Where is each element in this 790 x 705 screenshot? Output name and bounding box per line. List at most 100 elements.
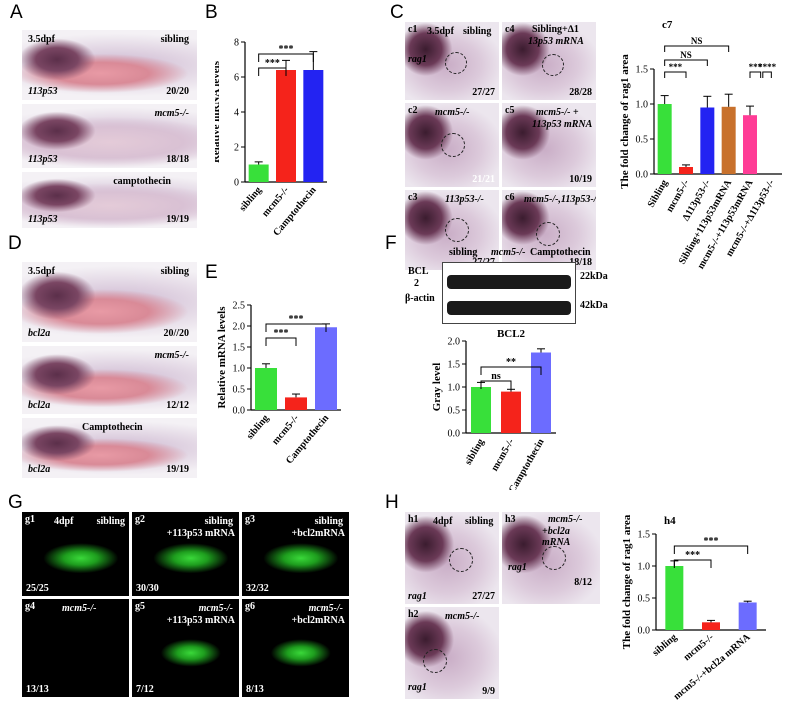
- y-axis-label: The fold change of rag1 area: [621, 514, 633, 649]
- blot-row-label: BCL: [408, 266, 429, 277]
- y-tick-label: 1.5: [233, 343, 246, 354]
- condition-label: mcm5-/-: [154, 108, 189, 119]
- condition-label: mcm5-/-: [62, 603, 97, 614]
- photo-c1: c1 3.5dpf sibling rag1 27/27: [405, 22, 499, 100]
- subpanel-label: h1: [408, 514, 419, 525]
- y-tick-label: 1.5: [636, 65, 649, 76]
- bar: [285, 397, 307, 410]
- count-label: 18/18: [166, 154, 189, 165]
- condition-label: 113p53-/-: [445, 194, 484, 205]
- stage-label: 4dpf: [433, 516, 453, 527]
- lane-label: mcm5-/-: [491, 247, 526, 258]
- condition-label: mcm5-/-: [198, 603, 233, 614]
- significance-label: NS: [680, 50, 692, 60]
- significance-bracket: [480, 366, 542, 375]
- thymus-circle: [445, 218, 469, 242]
- significance-label: ***: [279, 44, 294, 55]
- condition-label: mcm5-/- +: [536, 107, 579, 118]
- photo-a1: 3.5dpf sibling 113p53 20/20: [22, 30, 197, 100]
- y-tick-label: 0.0: [638, 626, 651, 637]
- panel-label-a: A: [10, 2, 23, 23]
- y-tick-label: 4: [234, 108, 239, 119]
- significance-label: ***: [289, 314, 304, 325]
- count-label: 7/12: [136, 684, 154, 695]
- bar: [531, 352, 551, 433]
- photo-d1: 3.5dpf sibling bcl2a 20//20: [22, 262, 197, 342]
- photo-c5: c5 mcm5-/- + 113p53 mRNA 10/19: [502, 103, 596, 187]
- significance-label: ns: [491, 371, 501, 382]
- condition-label-2: 13p53 mRNA: [528, 36, 584, 47]
- photo-h2: h2 mcm5-/- rag1 9/9: [405, 607, 499, 699]
- bcl2-band: [447, 275, 571, 289]
- y-tick-label: 0: [234, 178, 239, 189]
- photo-d3: Camptothecin bcl2a 19/19: [22, 418, 197, 478]
- y-tick-label: 0.5: [233, 385, 246, 396]
- significance-bracket: [664, 45, 730, 52]
- subpanel-label: h3: [505, 514, 516, 525]
- y-axis-label: The fold change of rag1 area: [619, 54, 631, 189]
- count-label: 20//20: [163, 328, 189, 339]
- stage-label: 3.5dpf: [28, 34, 55, 45]
- blot-kda: 42kDa: [580, 300, 608, 311]
- condition-label-2: +bcl2mRNA: [291, 528, 345, 539]
- bar: [471, 387, 491, 433]
- x-tick-label: sibling: [245, 413, 272, 442]
- count-label: 32/32: [246, 583, 269, 594]
- condition-label: mcm5-/-: [308, 603, 343, 614]
- bar: [738, 602, 757, 630]
- thymus-circle: [536, 222, 560, 246]
- count-label: 18/18: [569, 257, 592, 268]
- thymus-circle: [423, 649, 447, 673]
- condition-label-2: +bcl2mRNA: [291, 615, 345, 626]
- bar: [501, 391, 521, 433]
- blot-row-label: β-actin: [405, 293, 435, 304]
- x-tick-label: sibling: [237, 185, 264, 214]
- condition-label: Sibling+∆1: [532, 24, 579, 35]
- count-label: 30/30: [136, 583, 159, 594]
- condition-label: sibling: [96, 516, 125, 527]
- photo-c6: c6 mcm5-/-,113p53-/- 18/18: [502, 190, 596, 270]
- subpanel-label: g5: [135, 601, 145, 612]
- count-label: 12/12: [166, 400, 189, 411]
- significance-bracket: [265, 337, 297, 346]
- y-tick-label: 2.5: [233, 301, 246, 312]
- subpanel-label: g4: [25, 601, 35, 612]
- y-tick-label: 0.5: [638, 594, 651, 605]
- gene-label: 113p53: [28, 86, 58, 97]
- y-tick-label: 1.5: [448, 360, 461, 371]
- condition-label: sibling: [160, 34, 189, 45]
- subpanel-label: c5: [505, 105, 515, 116]
- bar: [248, 164, 269, 182]
- chart-title: h4: [664, 515, 676, 527]
- panel-label-e: E: [205, 262, 218, 283]
- y-tick-label: 1.5: [638, 530, 651, 541]
- bar: [665, 566, 684, 630]
- chart-c7: 0.0 0.5 1.0 1.5 The fold change of rag1 area…: [619, 19, 782, 271]
- gene-label: rag1: [408, 54, 427, 65]
- condition-label: mcm5-/-,113p53-/-: [524, 194, 596, 205]
- y-tick-label: 0.0: [233, 406, 246, 417]
- stage-label: 3.5dpf: [427, 26, 454, 37]
- y-tick-label: 0.5: [636, 135, 649, 146]
- count-label: 8/12: [574, 577, 592, 588]
- count-label: 19/19: [166, 464, 189, 475]
- significance-label: ***: [749, 62, 763, 72]
- photo-h3: h3 mcm5-/- +bcl2a mRNA rag1 8/12: [502, 512, 600, 604]
- panel-label-c: C: [390, 2, 404, 23]
- count-label: 13/13: [26, 684, 49, 695]
- condition-label: sibling: [465, 516, 494, 527]
- condition-label: Camptothecin: [82, 422, 143, 433]
- significance-label: ****: [758, 62, 777, 72]
- significance-bracket: [664, 59, 708, 66]
- subpanel-label: c1: [408, 24, 418, 35]
- photo-a2: mcm5-/- 113p53 18/18: [22, 104, 197, 168]
- gene-label: rag1: [408, 591, 427, 602]
- count-label: 20/20: [166, 86, 189, 97]
- y-axis-label: Relative mRNA levels: [215, 60, 222, 163]
- bar: [315, 327, 337, 410]
- condition-label: sibling: [314, 516, 343, 527]
- photo-c4: c4 Sibling+∆1 13p53 mRNA 28/28: [502, 22, 596, 100]
- lane-label: sibling: [449, 247, 478, 258]
- significance-bracket: [664, 71, 687, 78]
